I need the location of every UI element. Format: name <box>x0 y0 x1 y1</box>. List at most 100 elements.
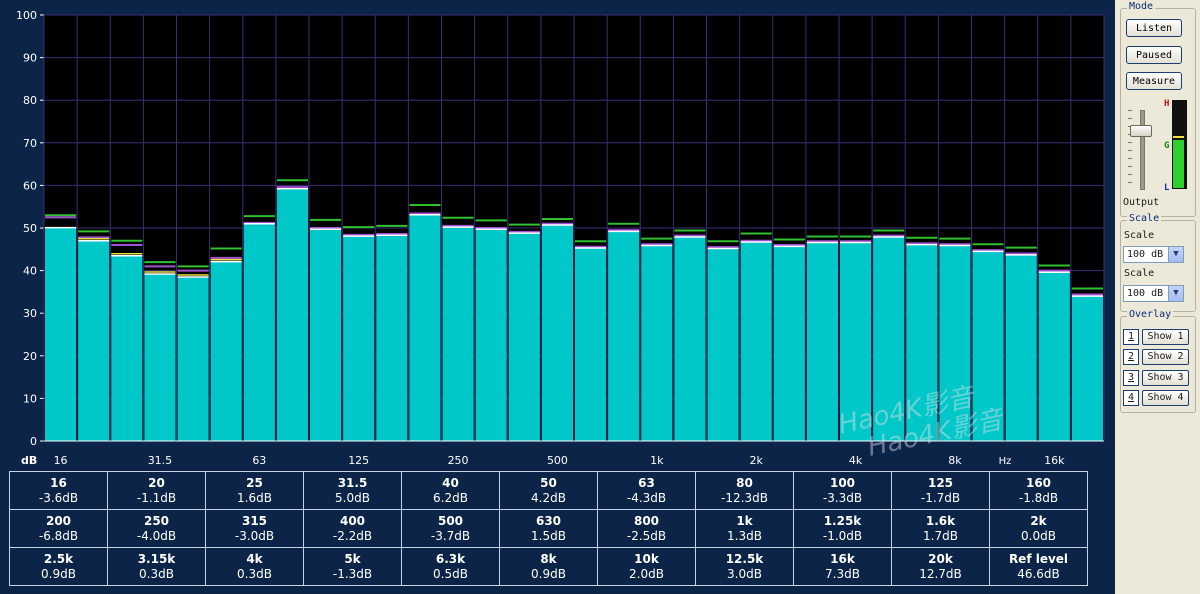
band-level: 0.3dB <box>139 566 174 581</box>
output-slider-thumb[interactable] <box>1130 125 1152 137</box>
band-level: 6.2dB <box>433 490 468 505</box>
spectrum-bar <box>144 274 176 441</box>
band-cell: 800 -2.5dB <box>597 509 696 548</box>
band-level: -3.6dB <box>38 490 79 505</box>
output-slider-ticks <box>1128 110 1132 188</box>
mode-group-title: Mode <box>1127 1 1156 12</box>
output-slider-track[interactable] <box>1140 110 1145 190</box>
spectrum-bar <box>343 236 375 441</box>
band-frequency: 125 <box>927 475 954 490</box>
listen-button[interactable]: Listen <box>1126 19 1182 37</box>
band-level: -1.1dB <box>136 490 177 505</box>
band-cell: 1.6k 1.7dB <box>891 509 990 548</box>
show-4-button[interactable]: Show 4 <box>1142 390 1189 406</box>
overlay-3-number[interactable]: 3 <box>1123 370 1139 386</box>
scale-select-1-value: 100 dB <box>1127 249 1164 260</box>
show-3-button[interactable]: Show 3 <box>1142 370 1189 386</box>
chevron-down-icon[interactable]: ▼ <box>1168 286 1183 301</box>
band-cell: 250 -4.0dB <box>107 509 206 548</box>
x-tick-label: 8k <box>948 454 962 467</box>
x-tick-label: 16 <box>54 454 68 467</box>
band-level: 7.3dB <box>825 566 860 581</box>
meter-h-label: H <box>1164 99 1170 109</box>
band-level: 0.9dB <box>41 566 76 581</box>
x-tick-label: 31.5 <box>148 454 173 467</box>
band-cell: 5k -1.3dB <box>303 547 402 586</box>
overlay-group-title: Overlay <box>1127 309 1174 320</box>
y-tick-label: 50 <box>23 222 37 235</box>
spectrum-bar <box>707 248 739 441</box>
band-level: -1.7dB <box>920 490 961 505</box>
band-cell: 25 1.6dB <box>205 471 304 510</box>
band-table-row: 16 -3.6dB 20 -1.1dB 25 1.6dB 31.5 5.0dB 40 6.2dB 5… <box>9 471 1088 510</box>
band-cell: 1k 1.3dB <box>695 509 794 548</box>
y-tick-label: 40 <box>23 265 37 278</box>
paused-button[interactable]: Paused <box>1126 46 1182 64</box>
y-tick-label: 60 <box>23 179 37 192</box>
scale-select-2[interactable]: 100 dB ▼ <box>1123 285 1184 302</box>
spectrum-bar <box>740 242 772 441</box>
x-tick-label: 63 <box>252 454 266 467</box>
band-frequency: 50 <box>540 475 557 490</box>
band-frequency: Ref level <box>1008 551 1069 566</box>
show-1-button[interactable]: Show 1 <box>1142 329 1189 345</box>
band-frequency: 1.25k <box>823 513 862 528</box>
band-cell: 630 1.5dB <box>499 509 598 548</box>
band-cell: 12.5k 3.0dB <box>695 547 794 586</box>
measure-button[interactable]: Measure <box>1126 72 1182 90</box>
band-frequency: 250 <box>143 513 170 528</box>
meter-l-label: L <box>1164 183 1170 193</box>
band-cell: 31.5 5.0dB <box>303 471 402 510</box>
scale-label-1: Scale <box>1124 230 1155 241</box>
overlay-2-number[interactable]: 2 <box>1123 349 1139 365</box>
band-level: -3.3dB <box>822 490 863 505</box>
spectrum-bar <box>608 231 640 441</box>
band-frequency: 16k <box>830 551 855 566</box>
spectrum-bar <box>508 233 540 441</box>
scale-select-1[interactable]: 100 dB ▼ <box>1123 246 1184 263</box>
y-tick-label: 100 <box>16 9 37 22</box>
x-tick-label: 4k <box>849 454 863 467</box>
band-frequency: 2.5k <box>43 551 74 566</box>
x-tick-label: 125 <box>348 454 369 467</box>
spectrum-bar <box>806 242 838 441</box>
chevron-down-icon[interactable]: ▼ <box>1168 247 1183 262</box>
spectrum-bar <box>840 242 872 441</box>
band-cell: 4k 0.3dB <box>205 547 304 586</box>
spectrum-bar <box>45 227 77 441</box>
show-2-button[interactable]: Show 2 <box>1142 349 1189 365</box>
band-level-table: 16 -3.6dB 20 -1.1dB 25 1.6dB 31.5 5.0dB 40 6.2dB 5… <box>9 471 1088 586</box>
band-cell: 80 -12.3dB <box>695 471 794 510</box>
band-frequency: 12.5k <box>725 551 764 566</box>
band-cell: 50 4.2dB <box>499 471 598 510</box>
band-level: -4.0dB <box>136 528 177 543</box>
band-cell: 6.3k 0.5dB <box>401 547 500 586</box>
band-level: -1.3dB <box>332 566 373 581</box>
band-table-row: 200 -6.8dB 250 -4.0dB 315 -3.0dB 400 -2.2dB 500-… <box>9 509 1088 548</box>
y-tick-label: 20 <box>23 350 37 363</box>
overlay-4-number[interactable]: 4 <box>1123 390 1139 406</box>
spectrum-bar <box>873 236 905 441</box>
band-frequency: 5k <box>344 551 361 566</box>
spectrum-bar <box>641 245 673 441</box>
band-frequency: 400 <box>339 513 366 528</box>
overlay-1-number[interactable]: 1 <box>1123 329 1139 345</box>
spectrum-bar <box>310 229 342 441</box>
band-cell: 200 -6.8dB <box>9 509 108 548</box>
band-cell: 16k 7.3dB <box>793 547 892 586</box>
band-level: -1.0dB <box>822 528 863 543</box>
x-tick-label: 500 <box>547 454 568 467</box>
spectrum-bar <box>409 214 441 441</box>
y-axis-unit-label: dB <box>21 454 37 467</box>
band-cell: 400 -2.2dB <box>303 509 402 548</box>
band-frequency: 500 <box>437 513 464 528</box>
band-frequency: 6.3k <box>435 551 466 566</box>
output-label: Output <box>1123 197 1160 208</box>
band-level: 2.0dB <box>629 566 664 581</box>
band-cell: 2.5k 0.9dB <box>9 547 108 586</box>
band-level: 0.5dB <box>433 566 468 581</box>
y-tick-label: 90 <box>23 52 37 65</box>
spectrum-bar <box>210 261 242 441</box>
spectrum-bar <box>177 276 209 441</box>
band-level: 1.6dB <box>237 490 272 505</box>
